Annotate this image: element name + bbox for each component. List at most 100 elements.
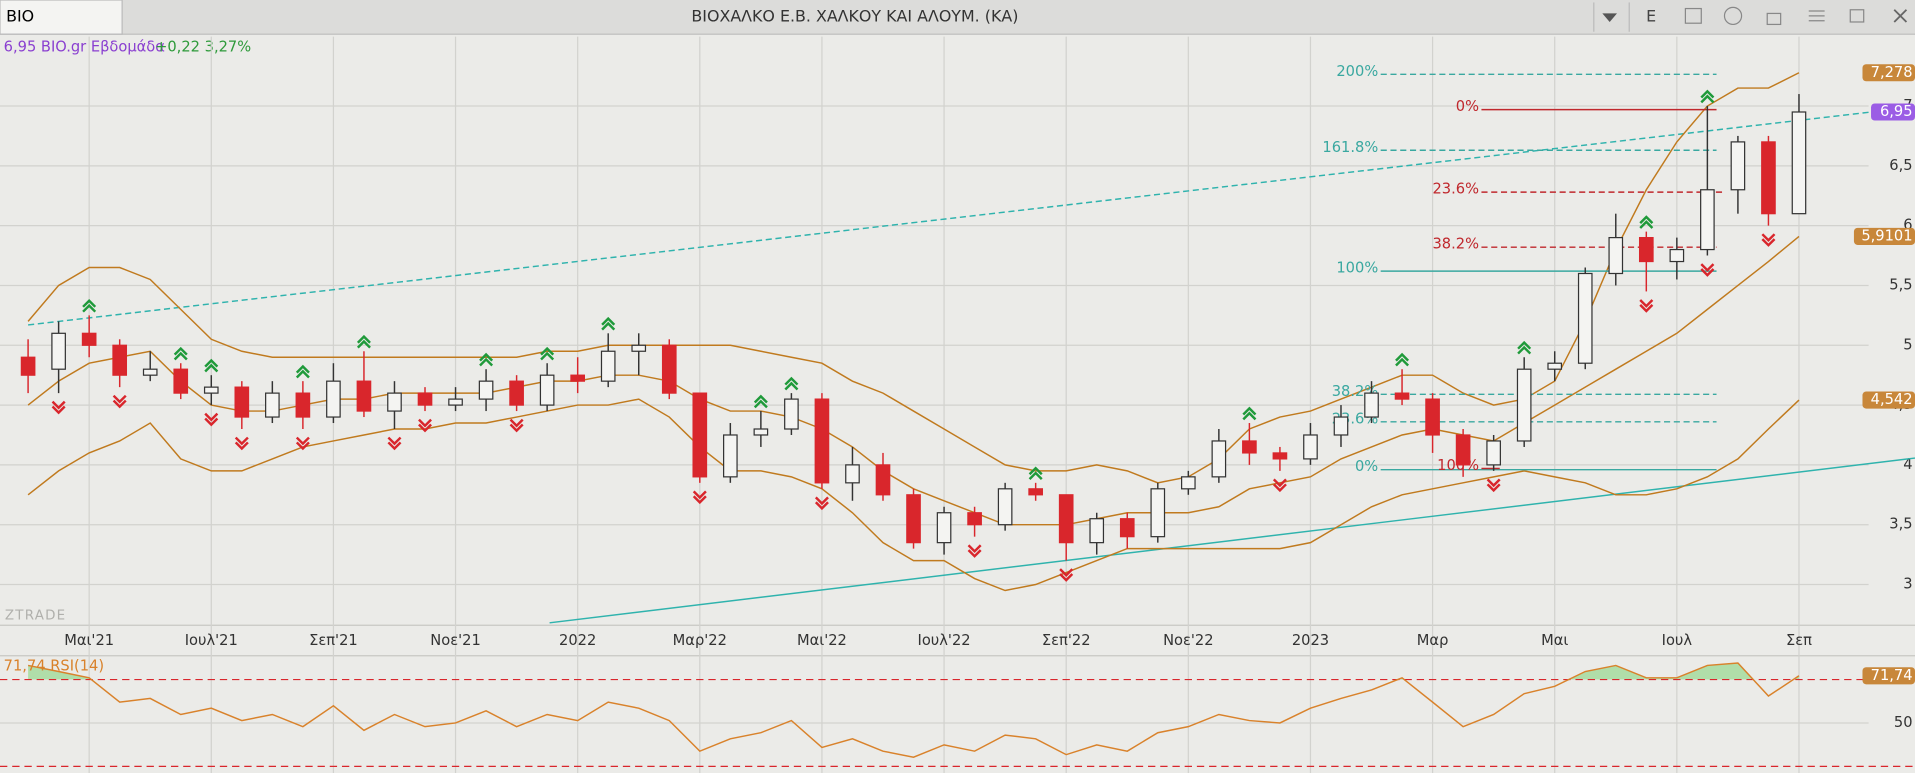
trendline (28, 106, 1915, 326)
candle-body (295, 392, 311, 418)
x-tick-label: Σεπ'22 (1042, 632, 1091, 649)
candle-body (142, 368, 158, 376)
up-marker (1242, 406, 1257, 421)
candle-body (1394, 392, 1410, 400)
restore-icon[interactable] (1849, 9, 1865, 23)
fib-label: 100% (1336, 260, 1378, 277)
candle-body (478, 380, 494, 400)
price-badge (1853, 227, 1915, 245)
candle-body (387, 392, 402, 412)
quote-info: 6,95 BIO.gr Εβδομάδα (4, 39, 165, 56)
x-tick-label: 2023 (1292, 632, 1329, 649)
dropdown-icon[interactable] (1602, 13, 1618, 22)
x-tick-label: Ιουλ'22 (918, 632, 971, 649)
y-tick-label: 3 (1903, 576, 1912, 593)
up-marker (82, 298, 97, 313)
x-tick-label: Μαι'21 (64, 632, 114, 649)
candle-body (20, 356, 36, 376)
down-marker (692, 490, 707, 505)
y-tick-label: 6,5 (1889, 157, 1912, 174)
down-marker (1700, 263, 1715, 277)
watermark: ZTRADE (5, 608, 67, 623)
symbol: BIO (6, 7, 34, 26)
candle-body (1730, 141, 1746, 191)
candle-body (753, 428, 769, 436)
up-marker (601, 316, 616, 331)
price-badge (1862, 667, 1915, 685)
price-badge-label: 7,278 (1871, 64, 1913, 81)
y-tick-label: 6 (1903, 217, 1912, 234)
candle-body (1761, 141, 1776, 215)
band-upper (27, 72, 1800, 484)
candle-body (1150, 488, 1166, 538)
down-marker (1272, 478, 1287, 493)
candle-body (570, 374, 586, 382)
x-tick-label: Ιουλ'21 (185, 632, 238, 649)
up-marker (1517, 340, 1532, 355)
candle-body (1638, 236, 1654, 263)
x-tick-label: Νοε'22 (1163, 632, 1213, 649)
candle-body (1272, 452, 1288, 460)
fib-label: 161.8% (1322, 139, 1378, 156)
candle-body (1516, 368, 1532, 442)
candle-body (1791, 111, 1807, 215)
trendline (549, 457, 1915, 624)
candle-body (448, 398, 463, 406)
rsi-line (27, 662, 1800, 759)
down-marker (204, 412, 219, 427)
up-marker (204, 358, 219, 373)
candle-body (1089, 518, 1105, 544)
candle-body (1486, 440, 1501, 466)
down-marker (814, 496, 829, 511)
candle-body (417, 392, 433, 406)
candle-body (1303, 434, 1318, 460)
price-badge-label: 71,74 (1871, 667, 1913, 684)
close-icon[interactable] (1893, 9, 1908, 23)
candle-body (967, 512, 982, 526)
candle-body (631, 344, 647, 352)
down-marker (418, 418, 432, 433)
candle-body (265, 392, 280, 418)
down-marker (112, 394, 127, 409)
candle-body (1425, 398, 1440, 436)
x-tick-label: Μαι (1541, 632, 1568, 649)
price-badge (1871, 103, 1915, 121)
quote-icon[interactable] (1723, 6, 1743, 26)
candle-body (326, 380, 341, 418)
e-button[interactable]: E (1646, 7, 1656, 26)
price-badge (1862, 391, 1915, 409)
candle-body (356, 380, 372, 412)
up-marker (784, 376, 799, 391)
down-marker (295, 436, 310, 451)
x-tick-label: Σεπ (1786, 632, 1812, 649)
candle-body (234, 386, 250, 418)
window-title: ΒΙΟΧΑΛΚΟ Ε.Β. ΧΑΛΚΟΥ ΚΑΙ ΑΛΟΥΜ. (ΚΑ) (691, 7, 1018, 26)
candle-body (845, 464, 860, 484)
candle-body (1119, 518, 1135, 538)
price-badge-label: 6,95 (1880, 103, 1913, 120)
y-tick-label: 5,5 (1889, 276, 1912, 293)
menu-icon[interactable] (1808, 10, 1825, 22)
candle-body (814, 398, 830, 484)
x-tick-label: Σεπ'21 (309, 632, 358, 649)
up-marker (295, 364, 310, 379)
price-badge (1862, 64, 1915, 82)
up-marker (356, 334, 371, 349)
up-marker (1700, 89, 1715, 104)
symbol-box[interactable] (0, 0, 123, 35)
lock-icon[interactable] (1766, 12, 1782, 26)
up-marker (753, 394, 768, 409)
down-marker (967, 544, 982, 558)
fib-label: 0% (1355, 458, 1378, 475)
candle-body (1211, 440, 1227, 478)
candle-body (906, 494, 921, 544)
candle-body (600, 350, 616, 382)
candle-body (51, 332, 66, 370)
candle-body (936, 512, 952, 544)
candle-body (723, 434, 738, 478)
down-marker (51, 400, 66, 415)
candle-body (1028, 488, 1043, 496)
layout-icon[interactable] (1684, 7, 1702, 24)
down-marker (1059, 568, 1074, 582)
